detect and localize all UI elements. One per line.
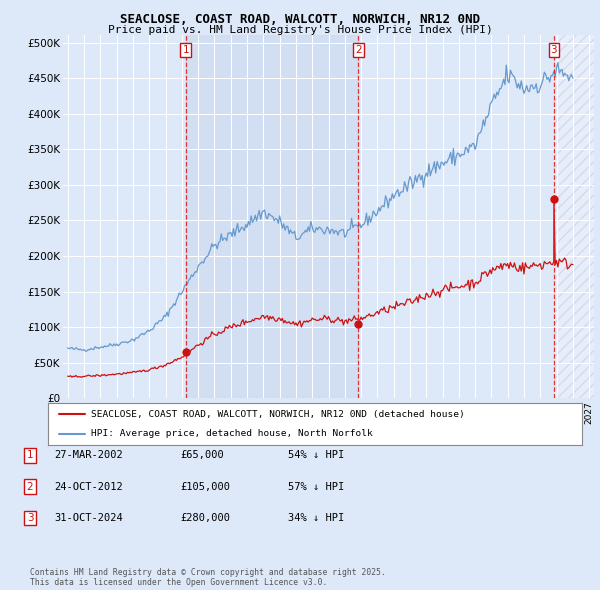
Text: £280,000: £280,000 xyxy=(180,513,230,523)
Text: 57% ↓ HPI: 57% ↓ HPI xyxy=(288,482,344,491)
Bar xyxy=(186,35,358,398)
Text: Price paid vs. HM Land Registry's House Price Index (HPI): Price paid vs. HM Land Registry's House … xyxy=(107,25,493,35)
Text: 34% ↓ HPI: 34% ↓ HPI xyxy=(288,513,344,523)
Text: £65,000: £65,000 xyxy=(180,451,224,460)
Text: HPI: Average price, detached house, North Norfolk: HPI: Average price, detached house, Nort… xyxy=(91,430,373,438)
Text: 2: 2 xyxy=(355,45,361,55)
Text: 3: 3 xyxy=(26,513,34,523)
Text: 3: 3 xyxy=(551,45,557,55)
Text: SEACLOSE, COAST ROAD, WALCOTT, NORWICH, NR12 0ND: SEACLOSE, COAST ROAD, WALCOTT, NORWICH, … xyxy=(120,13,480,26)
Text: 24-OCT-2012: 24-OCT-2012 xyxy=(54,482,123,491)
Text: 27-MAR-2002: 27-MAR-2002 xyxy=(54,451,123,460)
Text: 31-OCT-2024: 31-OCT-2024 xyxy=(54,513,123,523)
Text: 2: 2 xyxy=(26,482,34,491)
Text: Contains HM Land Registry data © Crown copyright and database right 2025.
This d: Contains HM Land Registry data © Crown c… xyxy=(30,568,386,587)
Text: £105,000: £105,000 xyxy=(180,482,230,491)
Text: SEACLOSE, COAST ROAD, WALCOTT, NORWICH, NR12 0ND (detached house): SEACLOSE, COAST ROAD, WALCOTT, NORWICH, … xyxy=(91,410,464,419)
Text: 1: 1 xyxy=(182,45,189,55)
Text: 54% ↓ HPI: 54% ↓ HPI xyxy=(288,451,344,460)
Text: 1: 1 xyxy=(26,451,34,460)
